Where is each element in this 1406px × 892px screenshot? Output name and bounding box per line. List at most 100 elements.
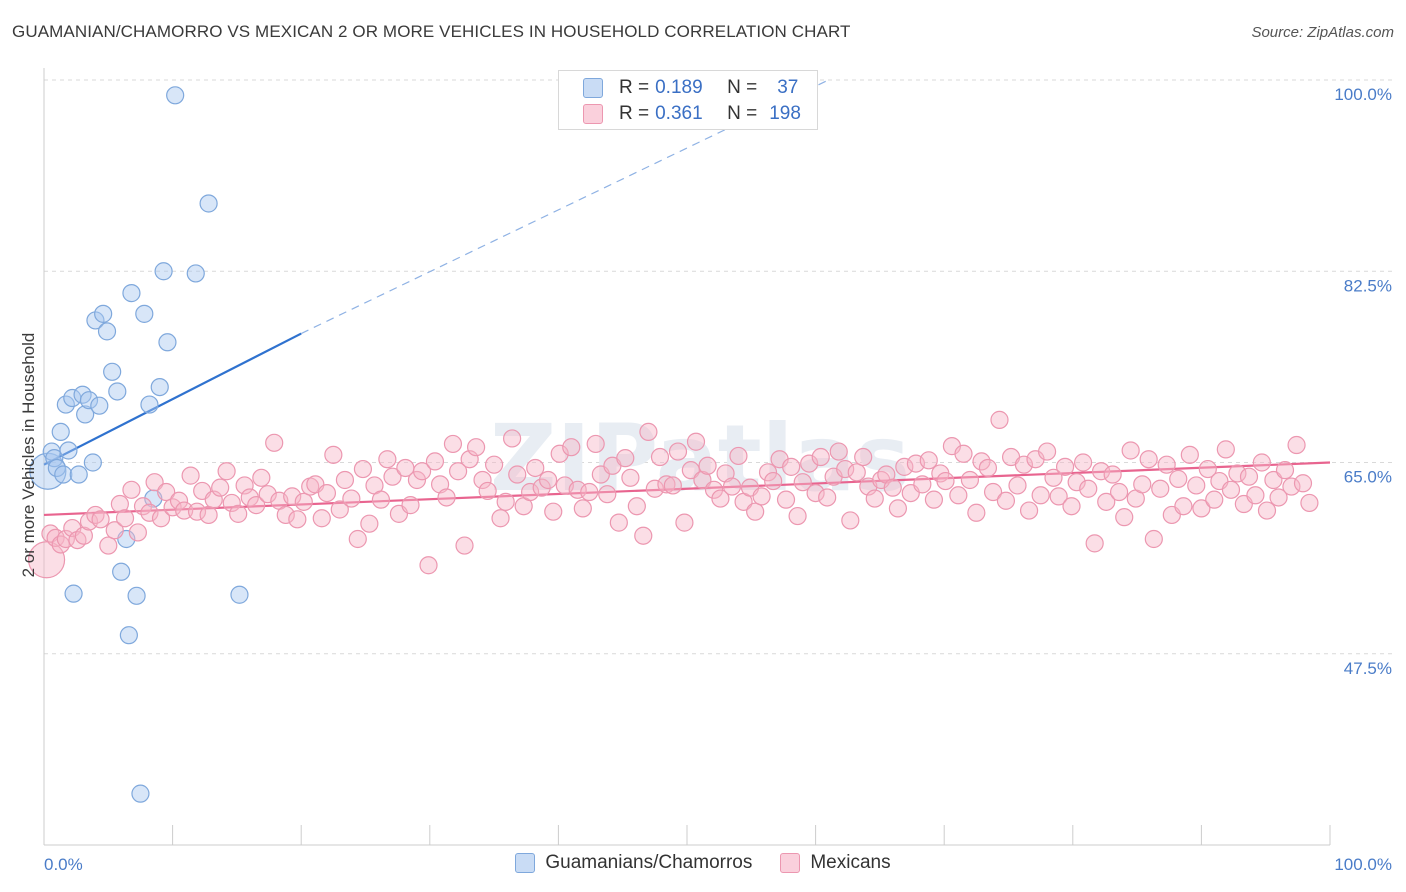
mexican-point (936, 471, 955, 491)
mexican-point (1180, 445, 1199, 464)
mexican-point (455, 536, 474, 555)
legend-n-label: N = (727, 77, 758, 98)
guamanian-point (76, 405, 95, 424)
mexican-point (115, 509, 135, 528)
axis-labels: 100.0% 82.5% 65.0% 47.5% 0.0% 100.0% 2 or more… (19, 85, 1392, 874)
guamanian-point (158, 333, 177, 352)
guamanian-point (135, 304, 154, 323)
legend-n-label: N = (727, 103, 758, 124)
mexican-point (1252, 453, 1271, 472)
mexican-point (1055, 457, 1075, 476)
mexican-point (621, 468, 640, 487)
mexican-point (978, 458, 998, 478)
guamanian-point (140, 395, 159, 414)
mexican-point (1221, 480, 1241, 499)
guamanian-point (56, 395, 75, 414)
guamanian-point (69, 465, 88, 484)
mexican-point (288, 510, 307, 529)
y-tick-label: 100.0% (1334, 85, 1392, 104)
mexican-point (217, 462, 236, 481)
mexican-point (806, 484, 825, 503)
mexican-point (229, 504, 248, 523)
mexican-point (448, 462, 468, 481)
mexican-point (818, 488, 837, 507)
mexican-point (324, 445, 343, 464)
mexican-point (983, 482, 1003, 502)
mexican-point (657, 475, 676, 494)
mexican-point (924, 490, 944, 509)
mexican-point (847, 463, 866, 482)
mexican-point (752, 487, 771, 506)
legend-r-value: 0.361 (655, 103, 703, 124)
mexican-point (1091, 462, 1111, 481)
mexican-point (1228, 464, 1247, 483)
axes (43, 68, 1331, 846)
legend-label: Guamanians/Chamorros (545, 852, 753, 873)
mexican-point (443, 434, 463, 454)
x-tick-label: 0.0% (44, 855, 83, 874)
mexican-point (1103, 465, 1122, 484)
mexican-point (1174, 497, 1193, 516)
legend-swatch-blue (515, 853, 536, 873)
mexican-point (954, 444, 973, 463)
source-credit: Source: ZipAtlas.com (1251, 24, 1394, 41)
mexican-point (383, 467, 402, 486)
mexican-point (698, 456, 717, 475)
mexican-point (199, 505, 218, 525)
mexican-point (122, 480, 141, 499)
mexican-point (222, 493, 241, 513)
mexican-point (1198, 459, 1217, 479)
mexican-point (1282, 477, 1301, 496)
mexican-point (996, 491, 1016, 510)
mexican-point (508, 465, 527, 484)
mexican-point (503, 429, 522, 448)
mexican-point (634, 526, 653, 545)
legend-n-value: 198 (769, 103, 801, 124)
mexican-point (163, 498, 182, 517)
mexican-point (627, 497, 646, 516)
mexican-point (865, 489, 884, 508)
mexican-point (573, 499, 592, 518)
mexican-point (1205, 490, 1224, 509)
mexican-point (91, 510, 110, 529)
mexican-point (1144, 529, 1163, 549)
mexican-point (711, 489, 730, 508)
mexican-point (544, 502, 563, 521)
guamanian-point (154, 262, 173, 281)
mexican-point (568, 480, 587, 499)
mexican-point (265, 433, 284, 452)
mexican-point (580, 482, 599, 502)
mexican-point (1019, 501, 1039, 520)
mexican-point (247, 496, 266, 515)
mexican-point (1031, 486, 1050, 505)
mexican-point (1079, 479, 1098, 498)
mexican-point (1097, 492, 1116, 511)
legend-swatch-pink (583, 104, 603, 124)
legend-swatch-pink (780, 853, 801, 873)
mexican-point (645, 479, 664, 498)
mexican-point (496, 492, 515, 511)
mexican-point (782, 457, 801, 476)
mexican-point (800, 454, 819, 473)
mexican-point (335, 470, 355, 490)
mexican-point (330, 500, 349, 519)
mexican-point (140, 503, 159, 522)
mexican-point (883, 478, 902, 497)
mexican-point (758, 463, 778, 482)
legend-r-value: 0.189 (655, 77, 703, 98)
mexican-point (526, 458, 545, 478)
mexican-point (1169, 469, 1188, 488)
mexican-point (1269, 488, 1288, 507)
mexican-point (317, 484, 337, 503)
mexican-point (1139, 450, 1158, 469)
mexican-point (342, 489, 361, 508)
mexican-point (1073, 453, 1093, 472)
guamanian-point (103, 362, 122, 381)
mexican-point (1287, 435, 1306, 455)
mexican-point (1157, 455, 1176, 474)
mexican-point (836, 459, 855, 479)
guamanian-point (122, 284, 141, 303)
mexican-point (616, 449, 635, 468)
legend-item-guamanians: Guamanians/Chamorros (515, 852, 752, 874)
